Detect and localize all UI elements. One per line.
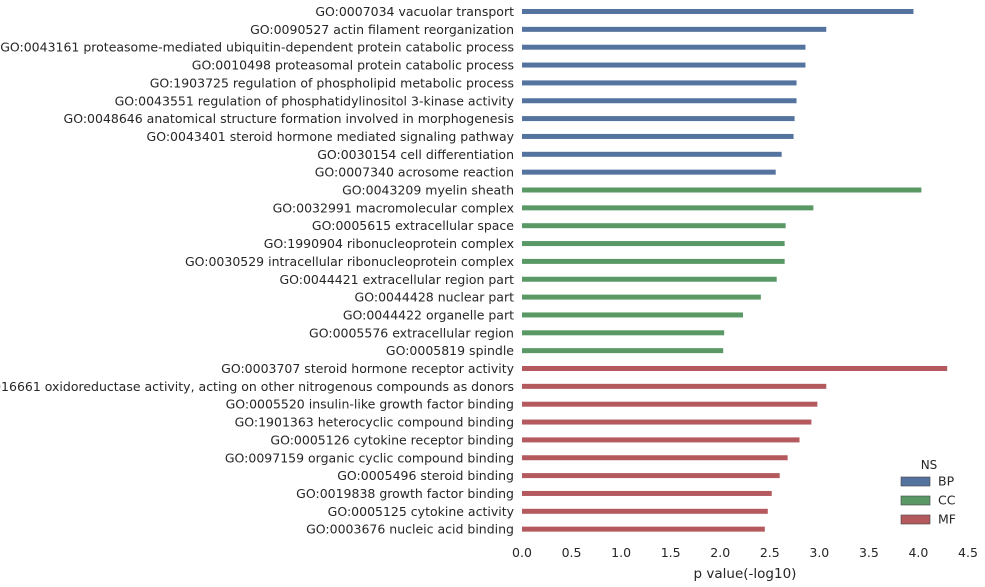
bar-bp <box>522 98 797 104</box>
category-labels: GO:0007034 vacuolar transport GO:0090527 … <box>0 4 515 537</box>
x-tick-label: 3.5 <box>859 545 879 560</box>
legend-title: NS <box>921 458 938 472</box>
bar-bp <box>522 151 782 157</box>
bar-mf <box>522 437 800 443</box>
bar-cc <box>522 241 785 247</box>
x-tick-label: 2.0 <box>710 545 730 560</box>
category-label: GO:0005126 cytokine receptor binding <box>270 432 514 447</box>
bar-bp <box>522 116 795 122</box>
bar-bp <box>522 9 914 14</box>
legend-label-bp: BP <box>938 474 955 489</box>
bar-bp <box>522 133 794 139</box>
bar-bp <box>522 26 827 32</box>
bar-bp <box>522 169 776 175</box>
x-axis: 0.0 0.5 1.0 1.5 2.0 2.5 3.0 3.5 4.0 4.5 <box>512 545 978 560</box>
legend-swatch-mf <box>900 514 931 525</box>
category-label: GO:0048646 anatomical structure formatio… <box>64 111 514 126</box>
category-label: GO:0044422 organelle part <box>343 307 514 322</box>
x-tick-label: 1.5 <box>661 545 681 560</box>
category-label: GO:0016661 oxidoreductase activity, acti… <box>0 379 514 394</box>
category-label: GO:0044421 extracellular region part <box>279 272 514 287</box>
x-tick-label: 4.0 <box>908 545 928 560</box>
category-label: GO:0090527 actin filament reorganization <box>250 22 514 37</box>
bar-mf <box>522 366 948 371</box>
bar-mf <box>522 526 765 532</box>
category-label: GO:0043401 steroid hormone mediated sign… <box>147 129 515 144</box>
bar-mf <box>522 401 818 407</box>
category-label: GO:1903725 regulation of phospholipid me… <box>150 75 514 90</box>
bar-cc <box>522 223 786 229</box>
x-tick-label: 1.0 <box>611 545 631 560</box>
category-label: GO:0030154 cell differentiation <box>317 147 514 162</box>
category-label: GO:0043551 regulation of phosphatidylino… <box>115 93 515 108</box>
bar-bp <box>522 44 806 50</box>
x-tick-label: 0.5 <box>562 545 582 560</box>
category-label: GO:0007034 vacuolar transport <box>315 4 514 19</box>
category-label: GO:0030529 intracellular ribonucleoprote… <box>185 254 514 269</box>
bars-layer <box>522 9 948 532</box>
category-label: GO:0003676 nucleic acid binding <box>306 522 514 537</box>
category-label: GO:0005125 cytokine activity <box>328 504 515 519</box>
category-label: GO:0005496 steroid binding <box>337 468 514 483</box>
category-label: GO:0019838 growth factor binding <box>296 486 514 501</box>
bar-cc <box>522 187 922 193</box>
bar-bp <box>522 80 797 86</box>
x-tick-label: 2.5 <box>760 545 780 560</box>
bar-mf <box>522 490 772 496</box>
bar-cc <box>522 294 761 300</box>
bar-cc <box>522 258 785 264</box>
legend-label-cc: CC <box>938 493 956 508</box>
category-label: GO:1990904 ribonucleoprotein complex <box>264 236 514 251</box>
bar-cc <box>522 276 777 282</box>
category-label: GO:1901363 heterocyclic compound binding <box>235 415 514 430</box>
bar-cc <box>522 330 725 336</box>
category-label: GO:0032991 macromolecular complex <box>273 200 514 215</box>
x-tick-label: 4.5 <box>958 545 978 560</box>
category-label: GO:0005520 insulin-like growth factor bi… <box>226 397 514 412</box>
category-label: GO:0003707 steroid hormone receptor acti… <box>221 361 514 376</box>
category-label: GO:0043161 proteasome-mediated ubiquitin… <box>0 40 514 55</box>
category-label: GO:0005819 spindle <box>386 343 514 358</box>
category-label: GO:0010498 proteasomal protein catabolic… <box>192 58 514 73</box>
category-label: GO:0044428 nuclear part <box>355 290 515 305</box>
category-label: GO:0005615 extracellular space <box>312 218 514 233</box>
bar-cc <box>522 312 744 318</box>
category-label: GO:0005576 extracellular region <box>309 325 514 340</box>
legend-swatch-bp <box>900 476 931 487</box>
bar-mf <box>522 473 780 479</box>
bar-mf <box>522 508 768 514</box>
x-axis-title: p value(-log10) <box>694 566 797 582</box>
category-label: GO:0007340 acrosome reaction <box>315 165 514 180</box>
bar-cc <box>522 205 814 211</box>
legend-swatch-cc <box>900 495 931 506</box>
category-label: GO:0097159 organic cyclic compound bindi… <box>225 450 514 465</box>
bar-cc <box>522 348 724 354</box>
bar-mf <box>522 383 827 389</box>
legend-label-mf: MF <box>938 512 956 527</box>
x-tick-label: 3.0 <box>809 545 829 560</box>
category-label: GO:0043209 myelin sheath <box>342 183 514 198</box>
legend: NS BP CC MF <box>900 458 956 527</box>
bar-mf <box>522 419 812 425</box>
bar-bp <box>522 62 806 68</box>
bar-mf <box>522 455 788 461</box>
x-tick-label: 0.0 <box>512 545 532 560</box>
